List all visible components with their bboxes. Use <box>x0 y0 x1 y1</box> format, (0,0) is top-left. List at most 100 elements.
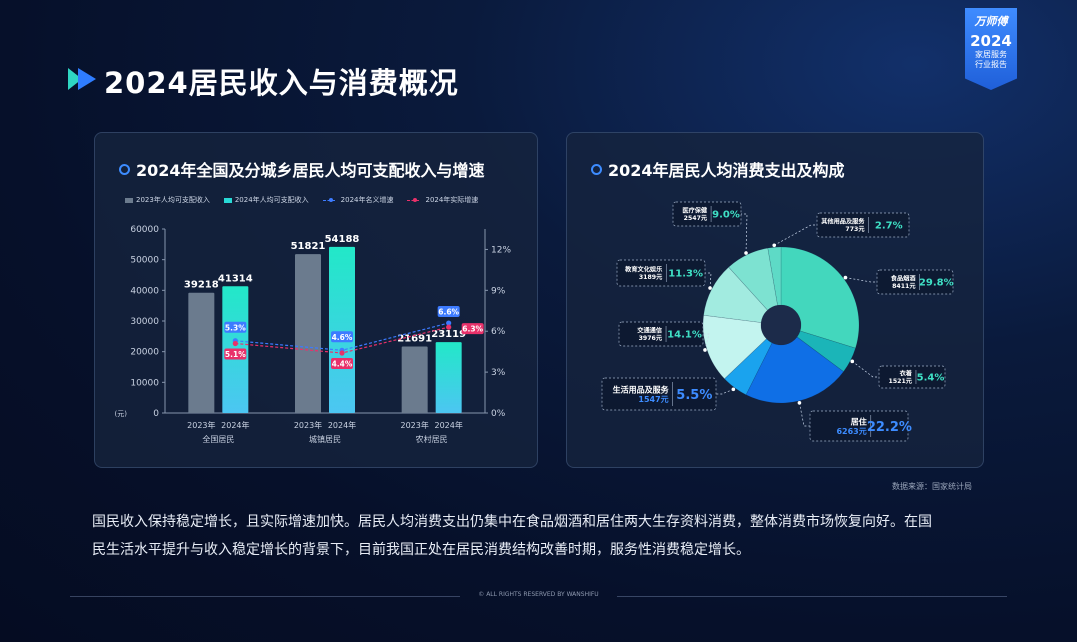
slice-amount: 6263元 <box>836 427 866 436</box>
growth-label: 6.3% <box>462 325 483 334</box>
slice-name: 居住 <box>851 417 867 427</box>
page-title: 2024居民收入与消费概况 <box>104 66 459 100</box>
callout-dot <box>731 387 736 392</box>
y2-tick-label: 9% <box>491 286 506 296</box>
y-tick-label: 60000 <box>130 225 159 235</box>
callout-line <box>705 272 712 289</box>
callout-line <box>716 388 734 395</box>
consumption-chart-title: 2024年居民人均消费支出及构成 <box>591 157 845 181</box>
bar-value-label: 54188 <box>325 234 360 245</box>
growth-label: 6.6% <box>438 308 459 317</box>
bar-value-label: 41314 <box>218 273 253 284</box>
growth-label: 5.3% <box>225 323 246 332</box>
slice-percent: 29.8% <box>919 278 954 289</box>
bar-value-label: 23119 <box>431 329 466 340</box>
slice-amount: 2547元 <box>684 215 708 222</box>
slice-amount: 3976元 <box>639 335 663 342</box>
slice-name: 衣着 <box>900 370 912 378</box>
nominal-growth-tag: 4.6% <box>331 331 353 343</box>
y-tick-label: 10000 <box>130 378 159 388</box>
income-chart-title-text: 2024年全国及分城乡居民人均可支配收入与增速 <box>136 161 485 180</box>
slice-amount: 1521元 <box>889 378 913 385</box>
growth-tag-bg <box>224 348 247 360</box>
real-growth-point <box>339 350 345 356</box>
growth-tag-bg <box>437 306 460 318</box>
callout-border <box>616 259 706 287</box>
y-tick-label: 50000 <box>130 256 159 266</box>
y2-tick-label: 12% <box>491 245 511 255</box>
nominal-growth-tag: 6.6% <box>437 306 460 318</box>
slice-amount: 1547元 <box>638 395 668 404</box>
growth-label: 4.4% <box>332 360 353 369</box>
donut-hole <box>761 305 801 345</box>
real-growth-point <box>232 340 238 347</box>
y-tick-label: 40000 <box>130 286 159 296</box>
badge-line-1: 家居服务 <box>975 50 1007 59</box>
callout-border <box>672 201 742 227</box>
y2-tick-label: 0% <box>491 409 506 419</box>
bar-2023 <box>295 254 321 413</box>
slice-name: 教育文化娱乐 <box>624 266 663 274</box>
circle-bullet-icon <box>591 164 602 175</box>
nominal-growth-tag: 5.3% <box>224 321 247 333</box>
x-sub-label: 2024年 <box>221 420 249 430</box>
footer-divider-left <box>70 596 460 597</box>
y-tick-label: 20000 <box>130 348 159 358</box>
growth-tag-bg <box>331 331 353 343</box>
callout-border <box>618 321 704 347</box>
real-growth-tag: 6.3% <box>461 323 484 335</box>
report-badge: 万师傅 2024 家居服务 行业报告 <box>965 8 1017 90</box>
summary-text: 国民收入保持稳定增长，且实际增速加快。居民人均消费支出仍集中在食品烟酒和居住两大… <box>92 508 992 564</box>
slice-percent: 9.0% <box>712 210 740 221</box>
callout-line <box>799 402 810 427</box>
callout-border <box>816 212 910 238</box>
bar-value-label: 39218 <box>184 280 219 291</box>
callout-dot <box>744 251 748 255</box>
slice-percent: 5.4% <box>917 373 945 384</box>
consumption-chart-title-text: 2024年居民人均消费支出及构成 <box>608 161 845 180</box>
bar-2024 <box>435 342 462 413</box>
bar-2023 <box>401 346 428 413</box>
callout-dot <box>850 359 855 364</box>
legend-item: 2024年实际增速 <box>407 195 478 205</box>
callout-border <box>876 269 954 295</box>
growth-tag-bg <box>331 358 353 370</box>
callout-dot <box>797 401 802 405</box>
income-chart-title: 2024年全国及分城乡居民人均可支配收入与增速 <box>119 157 485 181</box>
slice-name: 生活用品及服务 <box>613 385 670 395</box>
slice-amount: 3189元 <box>639 274 663 281</box>
callout-border <box>601 377 717 411</box>
callout-dot <box>772 243 777 248</box>
callout-line <box>703 333 710 351</box>
income-chart-panel: 2024年全国及分城乡居民人均可支配收入与增速 2023年人均可支配收入 202… <box>94 132 538 468</box>
copyright-footer: © ALL RIGHTS RESERVED BY WANSHIFU <box>478 591 599 598</box>
slice-name: 交通通信 <box>637 327 662 335</box>
callout-border <box>878 365 946 389</box>
summary-line-2: 民生活水平提升与收入稳定增长的背景下，目前我国正处在居民消费结构改善时期，服务性… <box>92 542 750 558</box>
growth-label: 4.6% <box>332 333 353 342</box>
x-category-label: 农村居民 <box>416 434 448 444</box>
bar-2023 <box>188 292 215 413</box>
legend-item: 2023年人均可支配收入 <box>125 195 210 205</box>
callout-border <box>809 410 909 442</box>
x-sub-label: 2023年 <box>187 420 215 430</box>
nominal-growth-point <box>446 320 452 326</box>
play-arrows-icon <box>68 68 96 90</box>
callout-line <box>852 361 879 378</box>
bar-value-label: 21691 <box>397 333 432 344</box>
y-axis-unit: (元) <box>115 410 128 418</box>
x-category-label: 城镇居民 <box>309 434 341 444</box>
summary-line-1: 国民收入保持稳定增长，且实际增速加快。居民人均消费支出仍集中在食品烟酒和居住两大… <box>92 514 932 530</box>
callout-dot <box>843 275 848 280</box>
legend-item: 2024年人均可支配收入 <box>223 195 309 205</box>
footer-divider-right <box>617 596 1007 597</box>
slice-percent: 5.5% <box>676 388 712 403</box>
real-growth-tag: 4.4% <box>331 358 353 370</box>
x-sub-label: 2024年 <box>434 420 462 430</box>
